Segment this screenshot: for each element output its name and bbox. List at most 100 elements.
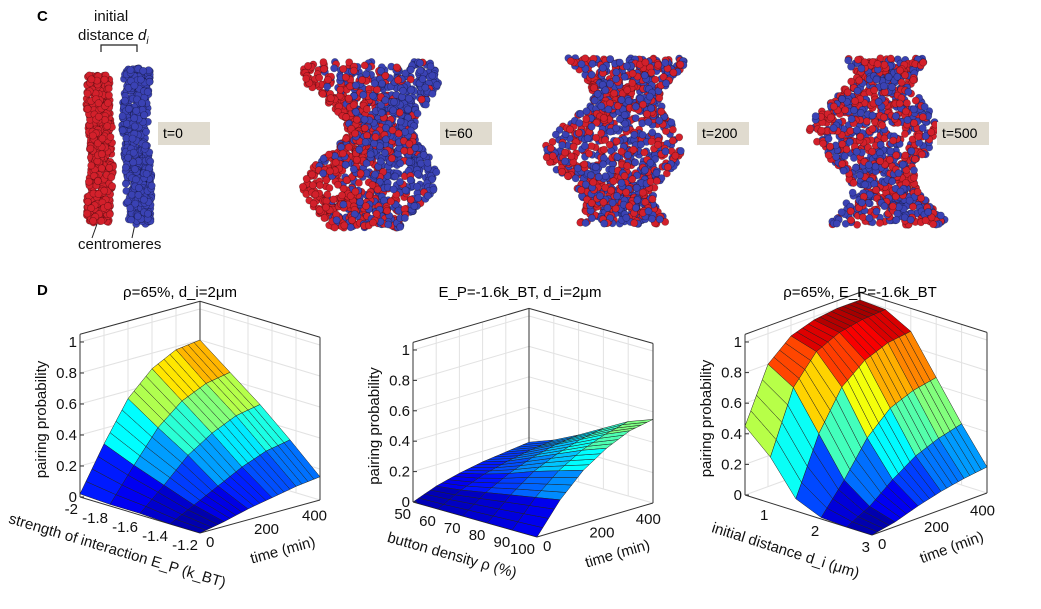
bead	[94, 190, 103, 198]
x-tick-label: -1.4	[142, 528, 168, 545]
bead	[629, 145, 638, 154]
bead	[624, 151, 632, 159]
distance-subscript: i	[146, 36, 149, 47]
bead	[329, 195, 338, 204]
bead	[862, 117, 871, 126]
bead	[838, 95, 846, 103]
centromeres-label: centromeres	[78, 236, 162, 253]
bead	[417, 95, 426, 104]
bead	[601, 136, 609, 144]
z-tick-label: 0.8	[389, 372, 410, 389]
bead	[889, 136, 898, 145]
bead	[390, 98, 398, 106]
bead	[597, 102, 606, 111]
bead	[921, 216, 930, 225]
bead	[561, 157, 569, 166]
bead	[319, 169, 327, 178]
bead	[342, 113, 350, 121]
bead	[134, 184, 143, 192]
bead	[98, 134, 107, 143]
bead	[362, 202, 370, 210]
bead	[829, 124, 838, 133]
surface-plot-interaction-strength: ρ=65%, d_i=2μm 0 0.2 0.4 0.6 0.8 1 pairing pro…	[0, 270, 360, 609]
bead	[652, 169, 661, 177]
bead	[416, 66, 425, 75]
bead	[868, 111, 877, 120]
bead	[647, 68, 656, 77]
distance-symbol: d	[138, 27, 147, 44]
bead	[895, 99, 904, 108]
bead	[121, 96, 129, 105]
bead	[853, 87, 862, 95]
bead	[136, 75, 145, 84]
bead	[599, 64, 607, 72]
bead	[606, 127, 615, 136]
bead	[103, 122, 112, 130]
bead	[356, 169, 365, 178]
bead	[830, 102, 838, 111]
bead	[426, 62, 435, 71]
bead	[589, 178, 598, 187]
bead	[588, 214, 596, 223]
bead	[123, 197, 132, 206]
bead	[341, 160, 350, 169]
bead	[336, 85, 345, 94]
bead	[325, 184, 334, 192]
bead	[358, 76, 366, 84]
bead	[318, 90, 327, 98]
z-tick-label: 0.4	[721, 426, 742, 443]
bead	[591, 163, 600, 172]
bead	[414, 194, 422, 202]
bead	[581, 219, 590, 227]
bead	[83, 89, 92, 98]
z-tick-label: 0.2	[56, 458, 77, 475]
bead	[654, 60, 662, 69]
bead	[914, 132, 923, 141]
bead	[901, 130, 909, 138]
x-tick-label: 80	[469, 527, 486, 544]
bead	[577, 60, 586, 68]
bead	[389, 185, 398, 194]
bead	[847, 216, 855, 225]
bead	[132, 106, 141, 115]
bead	[582, 107, 591, 116]
bead	[377, 108, 386, 117]
bead	[370, 139, 378, 148]
bead	[888, 83, 896, 91]
bead	[847, 115, 856, 123]
bead	[321, 203, 330, 212]
z-tick-label: 0.4	[56, 427, 77, 444]
bead	[868, 124, 877, 133]
bead	[140, 111, 149, 119]
bead	[105, 163, 114, 172]
bead	[432, 168, 441, 176]
bead	[632, 183, 641, 192]
bead	[907, 147, 916, 155]
bead	[596, 192, 604, 200]
bead	[302, 74, 310, 83]
bead	[406, 195, 415, 204]
bead	[625, 202, 634, 211]
bead	[647, 137, 656, 146]
bead	[590, 84, 598, 92]
bead	[304, 62, 312, 70]
bead	[104, 84, 113, 93]
bead	[892, 216, 901, 224]
bead	[400, 214, 409, 222]
bead	[100, 186, 109, 195]
z-tick-label: 0.2	[721, 456, 742, 473]
bead	[97, 150, 106, 159]
bead	[669, 125, 677, 134]
bead	[599, 160, 608, 169]
bead	[854, 55, 862, 64]
bead	[326, 94, 335, 103]
bead	[320, 65, 328, 73]
z-axis-label: pairing probability	[366, 367, 383, 485]
bead	[131, 199, 140, 208]
bead	[856, 132, 865, 141]
bead	[624, 97, 633, 105]
bead	[360, 61, 369, 70]
bead	[839, 166, 848, 175]
bead	[911, 155, 919, 163]
